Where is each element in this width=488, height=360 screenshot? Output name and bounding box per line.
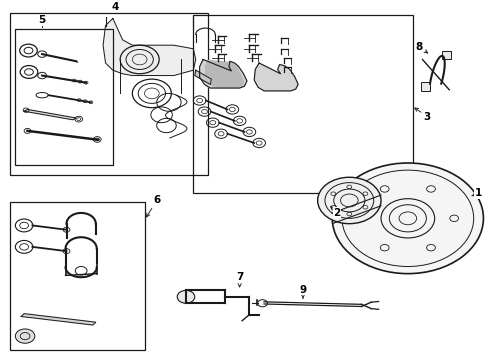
Circle shape — [15, 329, 35, 343]
Polygon shape — [199, 59, 246, 88]
Polygon shape — [103, 18, 195, 76]
Polygon shape — [254, 63, 298, 91]
Bar — [420, 82, 429, 91]
Polygon shape — [194, 70, 211, 85]
Bar — [441, 50, 450, 59]
Circle shape — [331, 163, 483, 274]
Text: 4: 4 — [111, 2, 119, 12]
Text: 6: 6 — [146, 195, 160, 217]
Circle shape — [317, 177, 380, 224]
Text: 7: 7 — [235, 272, 243, 287]
Text: 8: 8 — [415, 42, 427, 53]
Text: 5: 5 — [39, 15, 46, 25]
Bar — [10, 202, 144, 350]
Bar — [193, 15, 412, 193]
Polygon shape — [205, 60, 243, 87]
Text: 1: 1 — [471, 188, 481, 198]
Circle shape — [177, 291, 194, 303]
Polygon shape — [21, 314, 96, 325]
Text: 3: 3 — [414, 108, 430, 122]
Bar — [10, 13, 207, 175]
Polygon shape — [24, 109, 76, 120]
Bar — [15, 29, 113, 165]
Text: 2: 2 — [330, 207, 340, 218]
Text: 9: 9 — [299, 285, 306, 298]
